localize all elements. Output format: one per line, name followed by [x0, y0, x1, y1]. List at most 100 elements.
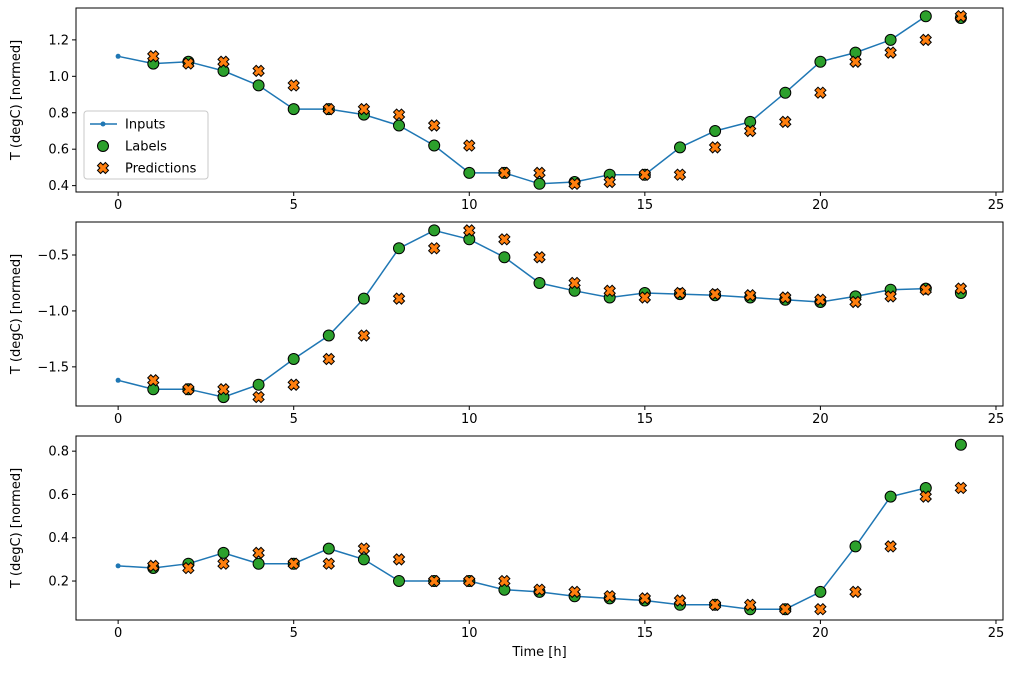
- x-tick-label: 20: [812, 412, 829, 427]
- label-circle-marker: [814, 585, 827, 598]
- prediction-x-marker: [147, 50, 160, 63]
- prediction-x-marker: [217, 383, 230, 396]
- y-tick-label: 1.0: [48, 70, 69, 85]
- x-tick-label: 0: [114, 198, 122, 213]
- predictions-markers: [147, 9, 968, 191]
- label-circle-marker: [498, 583, 511, 596]
- label-circle-marker: [814, 55, 827, 68]
- labels-circle-swatch: [97, 140, 109, 152]
- legend-label: Inputs: [125, 118, 166, 133]
- label-circle-marker: [322, 542, 335, 555]
- label-circle-marker: [954, 438, 967, 451]
- label-circle-marker: [287, 103, 300, 116]
- prediction-x-marker: [603, 175, 616, 189]
- y-tick-label: 0.8: [48, 445, 69, 460]
- prediction-x-marker: [427, 574, 441, 588]
- y-tick-label: 0.4: [48, 531, 69, 546]
- y-axis: −1.5 −1.0 −0.5: [37, 248, 76, 375]
- prediction-x-marker: [217, 557, 230, 570]
- legend-entry-predictions: Predictions: [96, 162, 197, 177]
- prediction-x-marker: [217, 55, 230, 68]
- label-circle-marker: [463, 166, 476, 179]
- legend-box: [83, 110, 209, 180]
- x-tick-label: 0: [114, 412, 122, 427]
- prediction-x-marker: [322, 102, 336, 116]
- prediction-x-marker: [427, 242, 441, 255]
- y-tick-label: 0.2: [48, 575, 69, 590]
- prediction-x-marker: [954, 282, 968, 295]
- label-circle-marker: [147, 383, 160, 396]
- label-circle-marker: [357, 553, 370, 566]
- prediction-x-marker: [743, 124, 757, 138]
- y-tick-label: −1.0: [37, 304, 69, 319]
- label-circle-marker: [533, 277, 546, 289]
- label-circle-marker: [849, 46, 862, 59]
- x-tick-label: 15: [637, 626, 654, 641]
- plot-frame: [75, 7, 1004, 193]
- inputs-markers: [115, 227, 929, 400]
- prediction-x-marker: [392, 292, 406, 305]
- inputs-line: [118, 487, 926, 610]
- inputs-line: [117, 15, 927, 185]
- prediction-x-marker: [357, 102, 371, 116]
- x-tick-label: 5: [290, 626, 298, 641]
- subplot-2: 0 5 10 15 20 25 −1.5 −1.0 −0.5 T (degC) [normed]: [9, 221, 1004, 427]
- y-axis: 0.2 0.4 0.6 0.8: [48, 445, 76, 590]
- label-circle-marker: [779, 86, 792, 99]
- prediction-x-marker: [498, 574, 511, 588]
- label-circle-marker: [919, 10, 932, 23]
- labels-markers: [147, 438, 967, 616]
- prediction-x-marker: [568, 276, 581, 290]
- prediction-x-marker: [884, 540, 897, 553]
- label-circle-marker: [357, 292, 370, 305]
- label-circle-marker: [674, 141, 686, 154]
- x-axis: 0 5 10 15 20 25: [114, 620, 1004, 641]
- prediction-x-marker: [463, 574, 476, 588]
- prediction-x-marker: [463, 224, 476, 237]
- prediction-x-marker: [919, 283, 932, 296]
- y-tick-label: 0.6: [48, 143, 69, 158]
- label-circle-marker: [849, 540, 862, 553]
- label-circle-marker: [393, 119, 405, 132]
- label-circle-marker: [428, 224, 441, 237]
- prediction-x-marker: [779, 291, 792, 304]
- y-tick-label: 0.6: [48, 488, 69, 503]
- label-circle-marker: [498, 251, 511, 264]
- prediction-x-marker: [182, 383, 195, 396]
- x-tick-label: 25: [988, 198, 1005, 213]
- inputs-line: [117, 229, 926, 398]
- x-axis: 0 5 10 15 20 25: [114, 406, 1004, 427]
- prediction-x-marker: [498, 166, 511, 180]
- x-axis: 0 5 10 15 20 25: [114, 192, 1004, 213]
- label-circle-marker: [252, 79, 265, 92]
- prediction-x-marker: [673, 286, 687, 300]
- x-tick-label: 20: [812, 198, 829, 213]
- y-axis: 0.4 0.6 0.8 1.0 1.2: [48, 33, 76, 194]
- x-tick-label: 5: [290, 412, 298, 427]
- label-circle-marker: [287, 353, 300, 365]
- prediction-x-marker: [533, 251, 546, 264]
- x-tick-label: 15: [637, 198, 654, 213]
- inputs-dot-swatch: [100, 121, 106, 127]
- prediction-x-marker: [533, 166, 546, 180]
- prediction-x-marker: [884, 290, 897, 303]
- label-circle-marker: [428, 139, 441, 152]
- label-circle-marker: [744, 115, 757, 128]
- prediction-x-marker: [392, 553, 406, 566]
- prediction-x-marker: [638, 168, 652, 181]
- predictions-markers: [147, 481, 968, 616]
- legend-entry-inputs: Inputs: [90, 118, 166, 133]
- x-tick-label: 10: [461, 412, 478, 427]
- prediction-x-marker: [287, 557, 300, 570]
- prediction-x-marker: [533, 583, 546, 596]
- prediction-x-marker: [673, 168, 687, 181]
- prediction-x-marker: [287, 378, 300, 391]
- prediction-x-marker: [708, 141, 722, 154]
- label-circle-marker: [709, 125, 722, 137]
- legend: Inputs Labels Predictions: [83, 110, 209, 180]
- prediction-x-marker: [252, 546, 265, 560]
- prediction-x-marker: [814, 293, 827, 306]
- x-tick-label: 15: [637, 412, 654, 427]
- x-tick-label: 5: [290, 198, 298, 213]
